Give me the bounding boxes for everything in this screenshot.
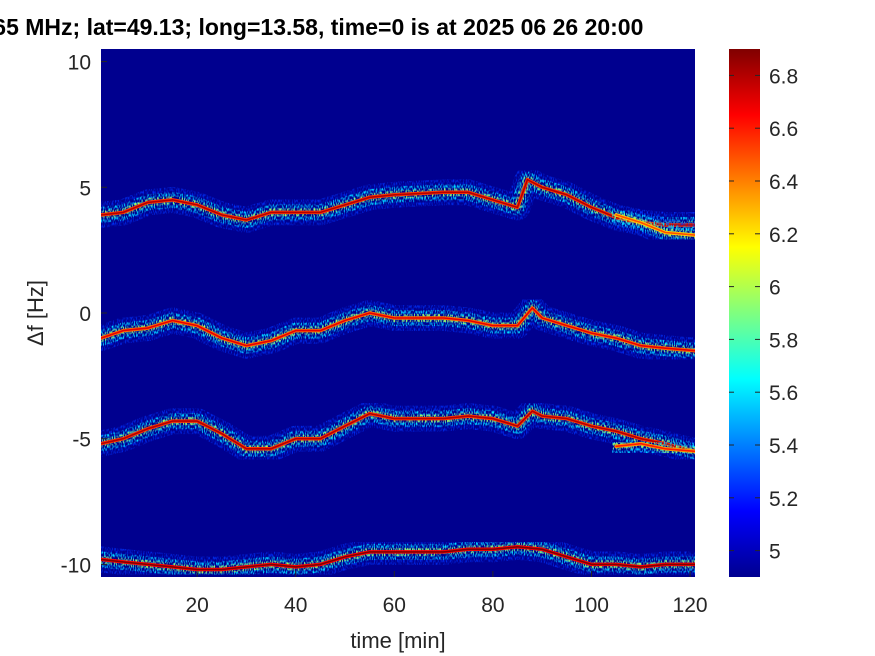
colorbar-tick-label: 6 xyxy=(769,277,781,300)
trace-peak-5 xyxy=(615,214,695,236)
colorbar-tick-label: 6.6 xyxy=(769,118,798,141)
chart-title-container: f=4.65 MHz; lat=49.13; long=13.58, time=… xyxy=(0,14,875,44)
colorbar-tick-label: 6.8 xyxy=(769,65,798,88)
y-axis-label: Δf [Hz] xyxy=(23,280,48,346)
colorbar xyxy=(729,49,760,577)
colorbar-tick-label: 5.6 xyxy=(769,382,798,405)
colorbar-tick-label: 5.4 xyxy=(769,435,799,458)
x-tick-label: 100 xyxy=(574,594,609,617)
colorbar-tick-label: 6.2 xyxy=(769,224,798,247)
x-axis: 20 40 60 80 100 120 xyxy=(185,571,708,617)
x-tick-label: 120 xyxy=(673,594,708,617)
x-tick-label: 80 xyxy=(481,594,504,617)
y-tick-label: 0 xyxy=(79,303,91,326)
y-tick-label: -5 xyxy=(72,429,91,452)
y-axis: 10 5 0 -5 -10 xyxy=(61,52,107,577)
chart-title: f=4.65 MHz; lat=49.13; long=13.58, time=… xyxy=(0,14,644,40)
trace-peak-1 xyxy=(101,307,695,352)
trace-peak-3 xyxy=(101,546,695,571)
y-tick-label: 10 xyxy=(68,52,91,75)
colorbar-axis: 6.8 6.6 6.4 6.2 6 5.8 5.6 5.4 5.2 5 xyxy=(729,65,799,564)
x-tick-label: 60 xyxy=(383,594,406,617)
colorbar-tick-label: 5.8 xyxy=(769,329,798,352)
colorbar-tick-label: 5 xyxy=(769,541,781,564)
x-tick-label: 40 xyxy=(284,594,307,617)
colorbar-tick-label: 5.2 xyxy=(769,488,798,511)
x-tick-label: 20 xyxy=(185,594,208,617)
trace-peak-2 xyxy=(101,410,695,453)
colorbar-tick-label: 6.4 xyxy=(769,171,799,194)
y-tick-label: 5 xyxy=(79,177,91,200)
heatmap-traces xyxy=(101,166,695,577)
y-tick-label: -10 xyxy=(61,554,91,577)
trace-peak-4 xyxy=(615,442,695,453)
x-axis-label: time [min] xyxy=(350,628,445,653)
trace-peak-0 xyxy=(101,178,695,226)
